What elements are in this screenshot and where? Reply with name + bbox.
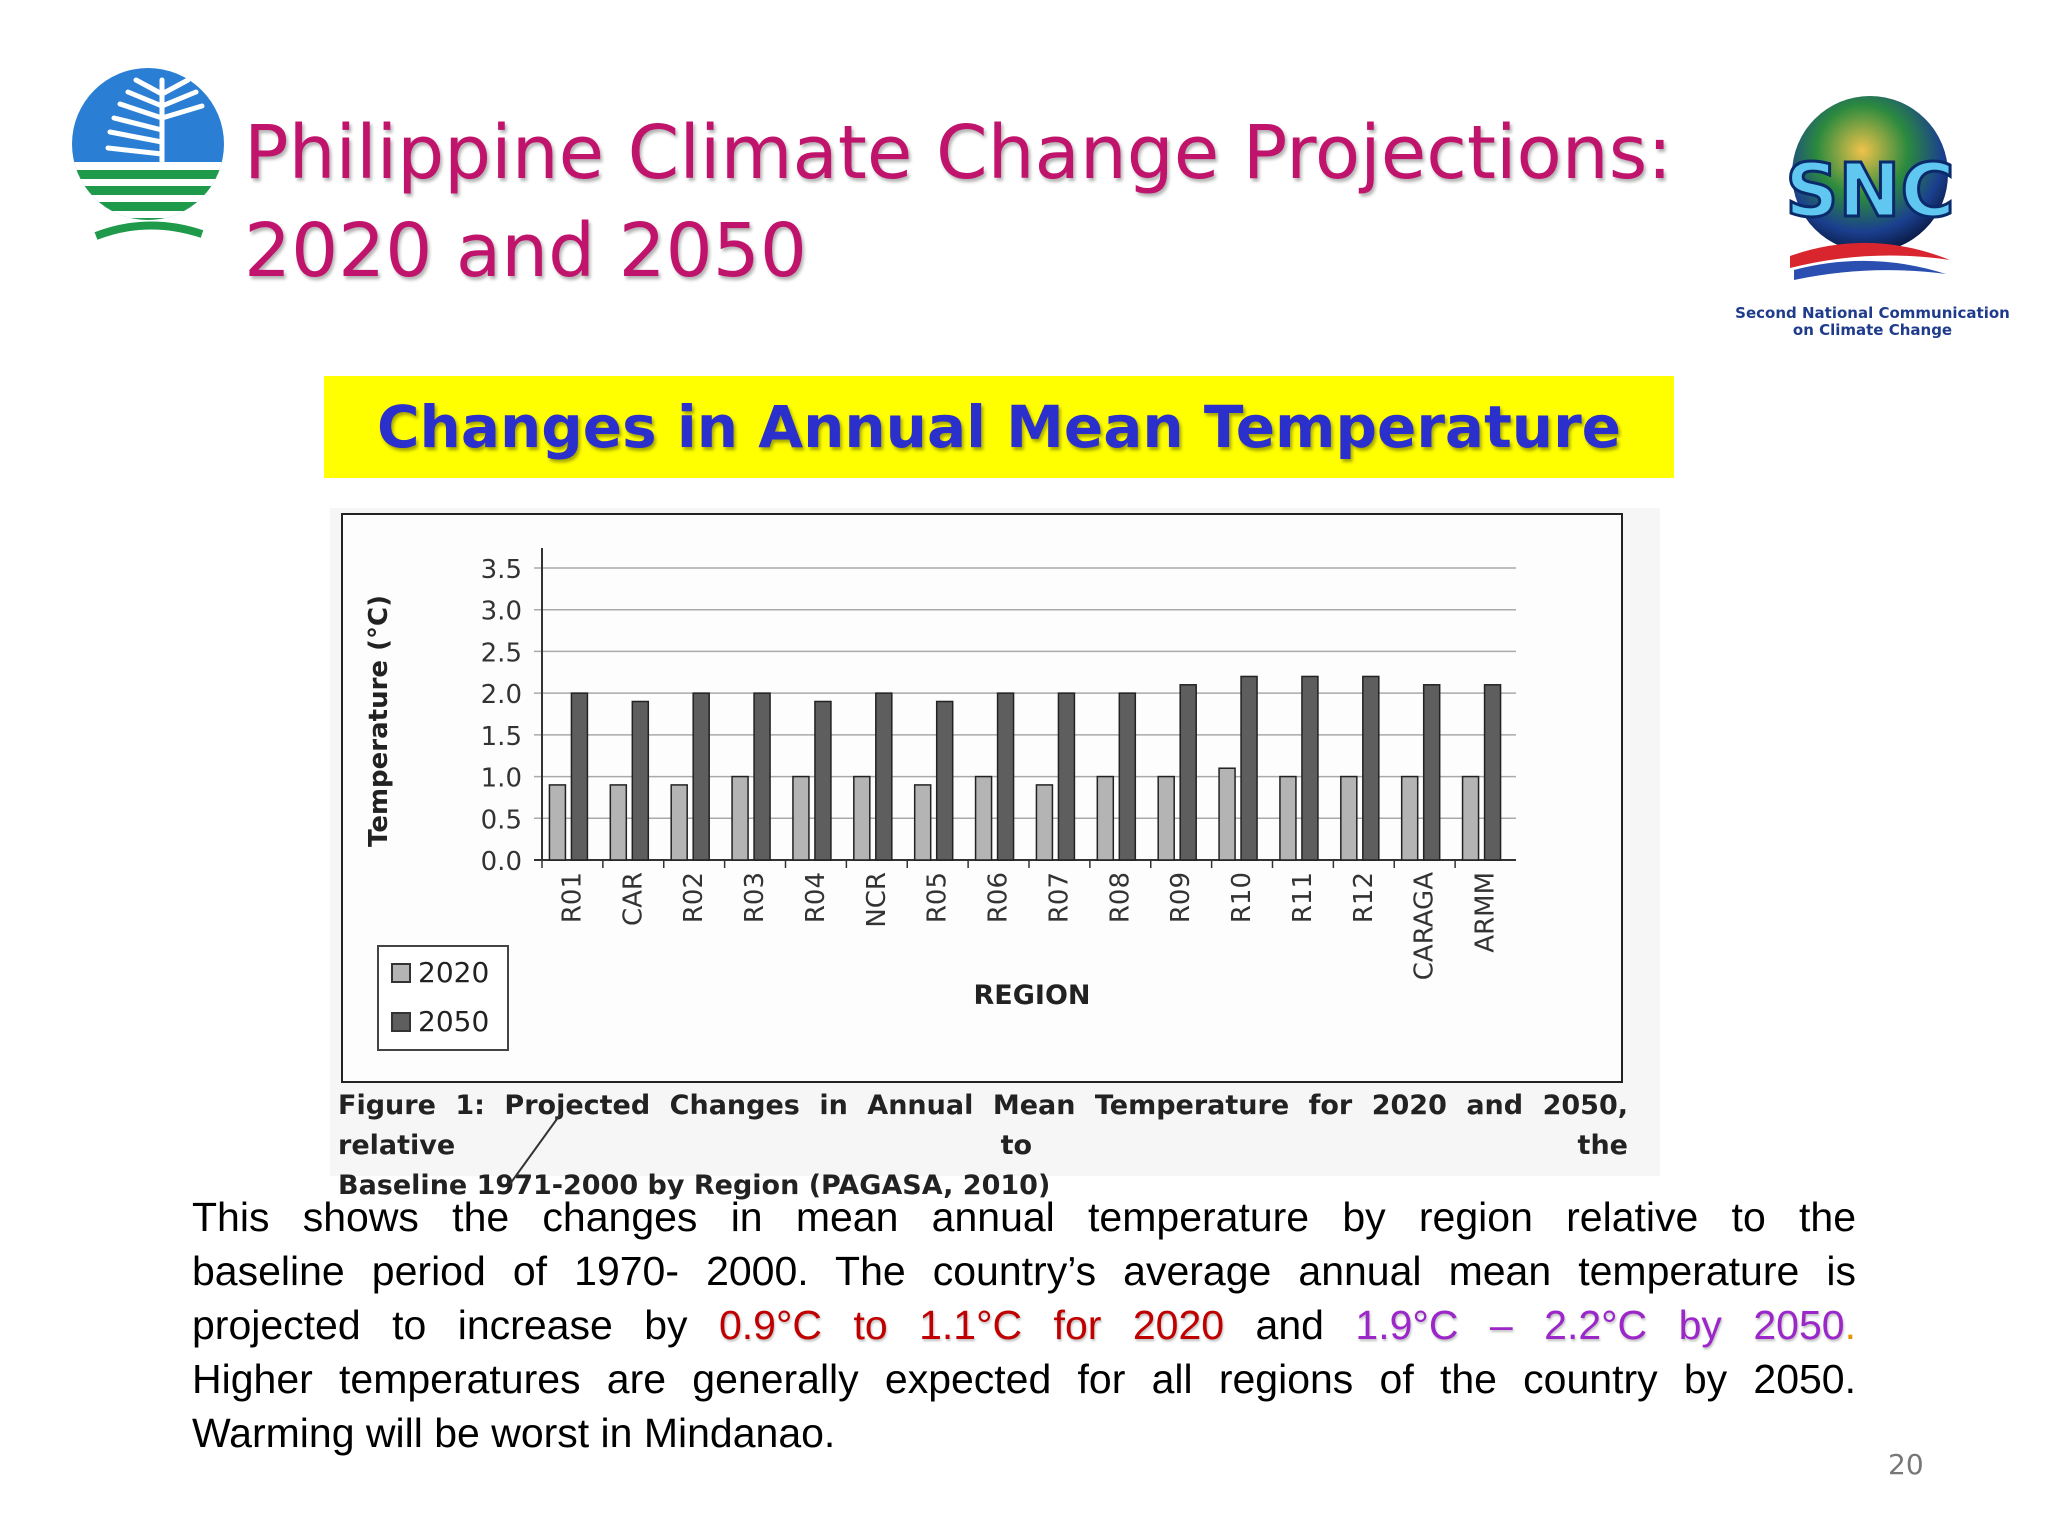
slide-title-line1: Philippine Climate Change Projections:: [244, 110, 1673, 196]
figure-caption-line1: Figure 1: Projected Changes in Annual Me…: [338, 1090, 1628, 1161]
x-category-label: CARAGA: [1410, 872, 1440, 980]
snc-caption-line1: Second National Communication: [1735, 304, 2010, 322]
bar-2050-r07: [1057, 692, 1076, 861]
bar-2020-ncr: [853, 775, 871, 861]
legend-swatch-2050: [391, 1012, 411, 1032]
bar-2020-r02: [670, 784, 688, 861]
x-category-label: R02: [679, 872, 709, 923]
bar-2050-caraga: [1422, 684, 1441, 861]
banner-heading: Changes in Annual Mean Temperature: [376, 393, 1622, 461]
bar-2050-r03: [753, 692, 771, 861]
bar-2020-r07: [1035, 784, 1054, 861]
bar-2020-r12: [1340, 775, 1358, 861]
x-category-label: R10: [1227, 872, 1257, 923]
y-tick-label: 0.5: [481, 805, 522, 835]
bar-2050-r01: [570, 692, 589, 861]
y-tick-label: 3.5: [481, 555, 522, 585]
bar-2020-r08: [1096, 775, 1115, 861]
bar-2020-armm: [1461, 775, 1480, 861]
bar-2020-r09: [1157, 775, 1175, 861]
body-line3-and: and: [1255, 1302, 1324, 1348]
body-line3: projected to increase by 0.9°C to 1.1°C …: [192, 1298, 1856, 1352]
x-category-label: R08: [1105, 872, 1135, 923]
y-tick-label: 1.0: [481, 764, 522, 794]
y-tick-label: 0.0: [481, 847, 522, 877]
snc-logo-text: SNC: [1785, 148, 1955, 234]
figure-caption-line2: Baseline 1971-2000 by Region (PAGASA, 20…: [338, 1170, 1051, 1201]
body-line3-pre: projected to increase by: [192, 1302, 688, 1348]
bar-2050-r11: [1301, 675, 1319, 861]
bar-2020-r05: [913, 784, 932, 861]
projection-2050: 1.9°C – 2.2°C by 2050: [1355, 1302, 1845, 1348]
x-category-label: R09: [1166, 872, 1196, 923]
legend-label-2050: 2050: [418, 1005, 489, 1038]
body-line4: Higher temperatures are generally expect…: [192, 1356, 1856, 1402]
banner-background: [324, 376, 1674, 478]
legend: 2020 2050: [377, 945, 509, 1051]
y-tick-label: 3.0: [481, 597, 522, 627]
body-paragraph: This shows the changes in mean annual te…: [192, 1190, 1856, 1460]
x-category-label: R05: [923, 872, 953, 923]
bar-2020-r11: [1279, 775, 1297, 861]
projection-2020: 0.9°C to 1.1°C for 2020: [718, 1302, 1225, 1348]
x-category-label: R06: [984, 872, 1014, 923]
bar-2050-r08: [1118, 692, 1137, 861]
bar-2020-r10: [1218, 767, 1236, 861]
bar-2020-r04: [792, 775, 810, 861]
bar-2020-r01: [548, 784, 567, 861]
bar-2050-ncr: [875, 692, 893, 861]
bar-2050-r09: [1179, 684, 1197, 861]
bar-2020-r03: [731, 775, 749, 861]
pen-mark: [509, 1111, 563, 1185]
y-tick-label: 2.0: [481, 680, 522, 710]
y-tick-label: 1.5: [481, 722, 522, 752]
bar-2050-r02: [692, 692, 710, 861]
x-category-label: R11: [1288, 872, 1318, 923]
slide-title-line2: 2020 and 2050: [244, 208, 807, 294]
body-line3-period: .: [1844, 1302, 1856, 1348]
x-category-label: R12: [1349, 872, 1379, 923]
bar-2050-r05: [935, 700, 954, 861]
legend-swatch-2020: [391, 963, 411, 983]
bar-2050-car: [631, 700, 650, 861]
x-category-label: R04: [801, 872, 831, 923]
y-axis-label: Temperature (°C): [364, 595, 394, 847]
figure-caption: Figure 1: Projected Changes in Annual Me…: [338, 1086, 1628, 1206]
snc-caption: Second National Communication on Climate…: [1720, 305, 2025, 339]
snc-caption-line2: on Climate Change: [1792, 321, 1953, 339]
x-category-label: ARMM: [1471, 872, 1501, 953]
x-category-label: CAR: [618, 872, 648, 926]
slide-title: Philippine Climate Change Projections: 2…: [244, 104, 1724, 300]
agency-logo: [72, 68, 224, 240]
bar-2020-car: [609, 784, 628, 861]
legend-label-2020: 2020: [418, 956, 489, 989]
y-tick-label: 2.5: [481, 638, 522, 668]
body-line1: This shows the changes in mean annual te…: [192, 1194, 1856, 1240]
bar-2050-r04: [814, 700, 832, 861]
x-category-label: R01: [557, 872, 587, 923]
snc-logo: SNC: [1784, 96, 1956, 280]
body-line5: Warming will be worst in Mindanao.: [192, 1410, 836, 1456]
bar-2050-r12: [1362, 675, 1380, 861]
bar-2050-armm: [1483, 684, 1502, 861]
x-category-label: R07: [1044, 872, 1074, 923]
page-number: 20: [1888, 1448, 1924, 1481]
bar-2050-r10: [1240, 675, 1258, 861]
body-line2: baseline period of 1970- 2000. The count…: [192, 1248, 1856, 1294]
x-category-label: NCR: [862, 872, 892, 928]
x-axis-label: REGION: [974, 980, 1091, 1011]
bar-2020-r06: [974, 775, 993, 861]
bar-2020-caraga: [1400, 775, 1419, 861]
x-category-label: R03: [740, 872, 770, 923]
temperature-bar-chart: 0.0 0.5 1.0 1.5 2.0 2.5 3.0 3.5 R01 CAR R02 R03 R04…: [341, 513, 1623, 1083]
bar-2050-r06: [996, 692, 1015, 861]
